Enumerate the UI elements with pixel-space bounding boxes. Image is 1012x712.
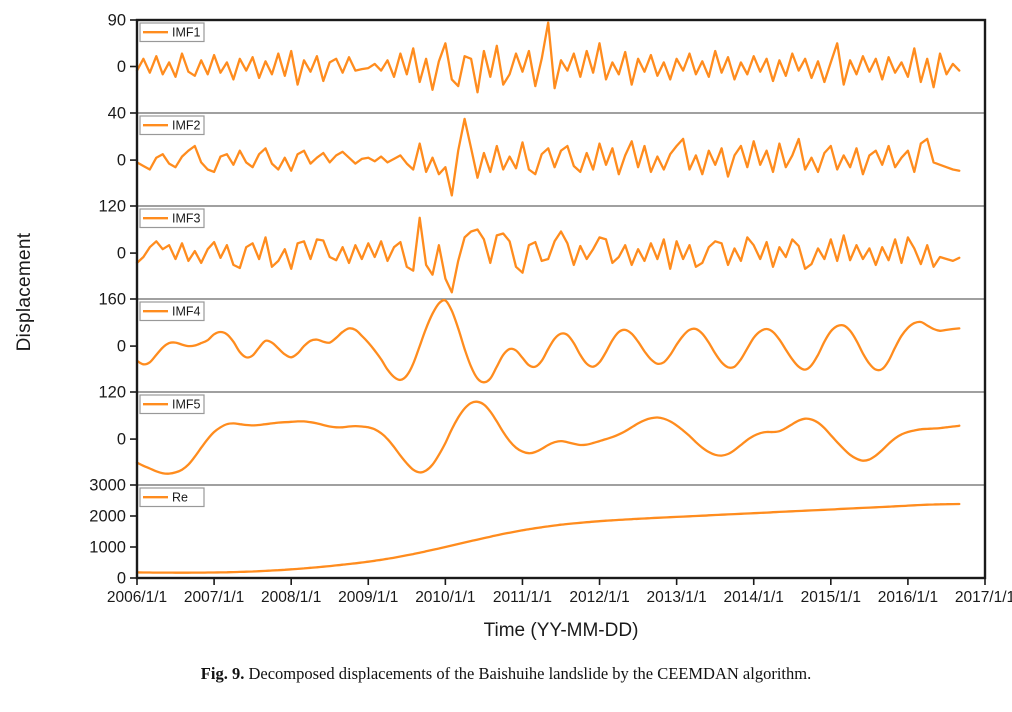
y-tick-label: 90	[108, 12, 126, 30]
series-line-IMF3	[135, 216, 961, 294]
x-tick-label: 2008/1/1	[261, 589, 321, 606]
legend-IMF2: IMF2	[139, 115, 205, 136]
series-line-IMF1	[135, 21, 961, 94]
series-line-IMF2	[135, 117, 961, 197]
y-tick-label: 0	[117, 245, 126, 263]
panel-IMF1: 90 0	[108, 12, 961, 94]
x-tick-label: 2006/1/1	[107, 589, 167, 606]
legend-label: IMF2	[172, 119, 201, 133]
x-tick-label: 2011/1/1	[493, 589, 552, 606]
series-line-IMF5	[135, 400, 961, 475]
decomposition-chart: 90 0 IMF1 40 0 IMF2 120 0 IMF3 160 0 IMF4 120 0 IMF5 30…	[89, 12, 1012, 607]
panel-IMF5: 120 0	[98, 384, 985, 475]
y-tick-label: 120	[98, 198, 126, 216]
y-tick-label: 0	[117, 338, 126, 356]
x-tick-label: 2015/1/1	[801, 589, 861, 606]
legend-label: IMF3	[172, 212, 201, 226]
y-tick-label: 40	[108, 105, 126, 123]
series-line-Re	[135, 502, 961, 574]
plot-frame	[135, 18, 987, 580]
legend-Re: Re	[139, 487, 205, 508]
figure-caption: Fig. 9. Decomposed displacements of the …	[0, 664, 1012, 684]
x-axis-title: Time (YY-MM-DD)	[483, 620, 639, 641]
legend-box	[139, 487, 205, 508]
legend-box	[139, 394, 205, 415]
legend-IMF1: IMF1	[139, 22, 205, 43]
x-tick-label: 2013/1/1	[646, 589, 706, 606]
y-tick-label: 3000	[89, 477, 126, 495]
y-tick-label: 120	[98, 384, 126, 402]
x-tick-label: 2017/1/1	[955, 589, 1012, 606]
legend-IMF3: IMF3	[139, 208, 205, 229]
x-tick-label: 2007/1/1	[184, 589, 244, 606]
legend-box	[139, 115, 205, 136]
legend-box	[139, 208, 205, 229]
panel-Re: 3000 2000 1000 0	[89, 477, 985, 588]
y-tick-label: 160	[98, 291, 126, 309]
y-tick-label: 2000	[89, 508, 126, 526]
x-tick-label: 2009/1/1	[338, 589, 398, 606]
x-tick-label: 2016/1/1	[878, 589, 938, 606]
y-tick-label: 1000	[89, 539, 126, 557]
x-tick-label: 2014/1/1	[724, 589, 784, 606]
x-tick-label: 2012/1/1	[569, 589, 629, 606]
legend-label: IMF5	[172, 398, 201, 412]
series-line-IMF4	[135, 298, 961, 384]
panel-IMF3: 120 0	[98, 198, 985, 294]
x-tick-label: 2010/1/1	[415, 589, 475, 606]
chart-svg: 900IMF1400IMF21200IMF31600IMF41200IMF530…	[89, 12, 1012, 607]
legend-IMF5: IMF5	[139, 394, 205, 415]
legend-box	[139, 22, 205, 43]
y-tick-label: 0	[117, 570, 126, 588]
y-tick-label: 0	[117, 58, 126, 76]
y-tick-label: 0	[117, 152, 126, 170]
caption-label: Fig. 9.	[200, 664, 245, 683]
legend-IMF4: IMF4	[139, 301, 205, 322]
caption-text: Decomposed displacements of the Baishuih…	[244, 664, 812, 683]
y-tick-label: 0	[117, 431, 126, 449]
legend-label: IMF1	[172, 26, 201, 40]
panel-IMF2: 40 0	[108, 105, 985, 197]
legend-label: IMF4	[172, 305, 201, 319]
legend-box	[139, 301, 205, 322]
legend-label: Re	[172, 491, 188, 505]
